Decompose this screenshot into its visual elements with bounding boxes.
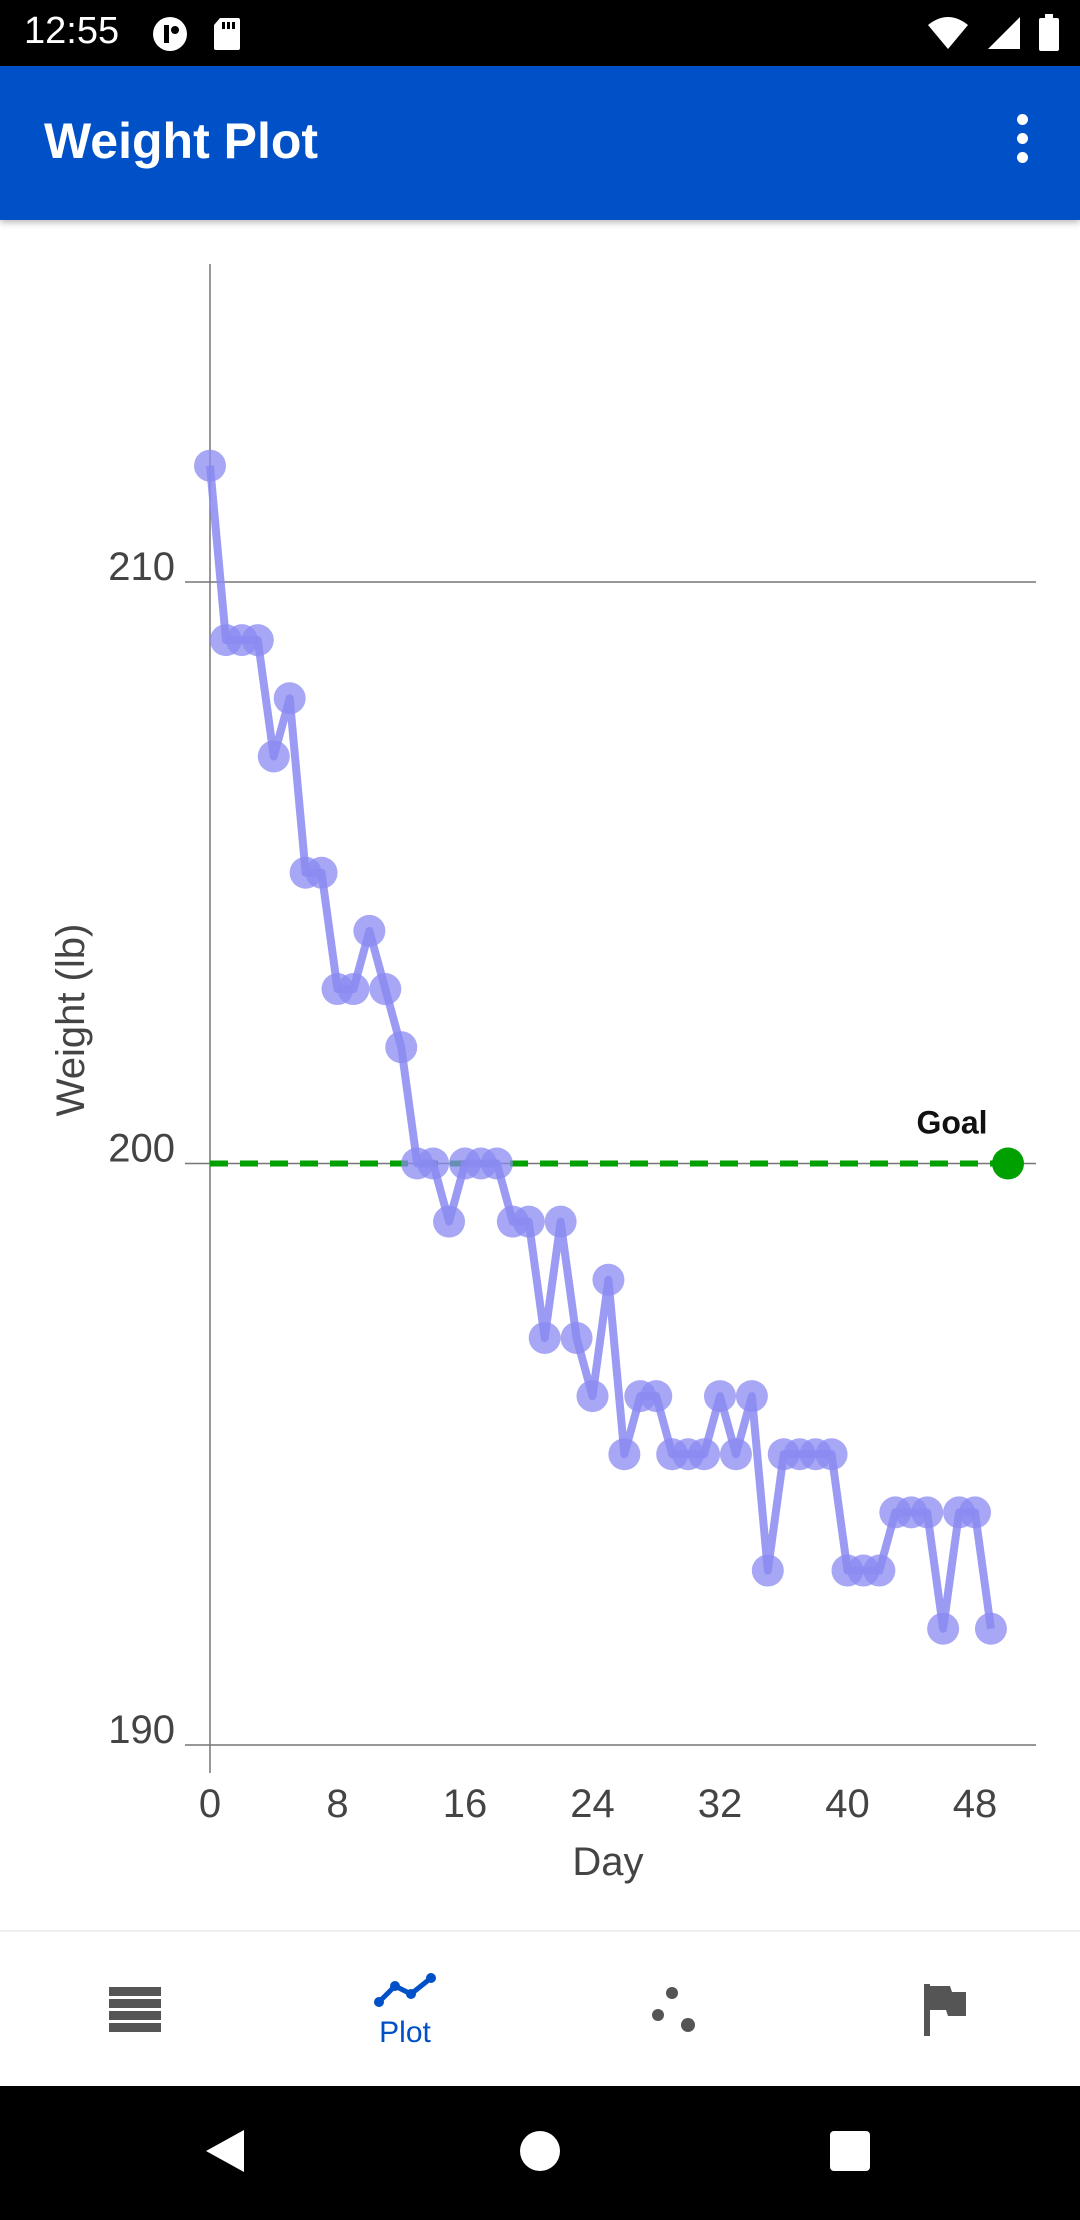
battery-icon: [1039, 14, 1059, 51]
list-icon: [109, 1987, 161, 2032]
data-point: [815, 1438, 848, 1471]
data-point: [688, 1438, 721, 1471]
overflow-menu-icon[interactable]: [1004, 114, 1040, 174]
home-button[interactable]: [505, 2116, 575, 2186]
data-point: [608, 1438, 641, 1471]
back-button[interactable]: [190, 2116, 260, 2186]
data-point: [719, 1438, 752, 1471]
cell-signal-icon: [988, 17, 1020, 49]
system-nav: [0, 2086, 1080, 2220]
data-point: [353, 914, 386, 947]
data-point: [337, 973, 370, 1006]
data-point: [560, 1321, 593, 1354]
goal-label: Goal: [916, 1105, 987, 1141]
line-chart-icon: [374, 1973, 436, 2007]
data-point: [241, 624, 274, 657]
vpn-icon: [153, 17, 187, 51]
x-tick-label: 0: [199, 1782, 221, 1826]
data-point: [735, 1380, 768, 1413]
weight-chart: 190 200 210 0 8 16 24 32 40 48 Day Weight (lb) Goal: [49, 264, 1036, 1884]
data-point: [369, 973, 402, 1006]
nav-item-plot[interactable]: Plot: [270, 1932, 540, 2088]
data-point: [959, 1496, 991, 1529]
wifi-icon: [928, 17, 968, 49]
x-tick-label: 32: [698, 1782, 743, 1826]
chart-area: 190 200 210 0 8 16 24 32 40 48 Day Weight (lb) Goal: [0, 220, 1080, 1930]
nav-label-plot: Plot: [379, 2016, 431, 2049]
data-point: [974, 1612, 1007, 1645]
x-tick-label: 48: [953, 1782, 998, 1826]
data-point: [911, 1496, 944, 1529]
data-point: [640, 1380, 673, 1413]
x-axis-title: Day: [572, 1840, 643, 1884]
app-bar: Weight Plot: [0, 66, 1080, 220]
data-point: [433, 1205, 466, 1238]
data-point: [480, 1147, 513, 1180]
y-tick-label: 200: [108, 1127, 175, 1171]
data-point: [385, 1031, 418, 1064]
series-line: [206, 465, 995, 1633]
data-point: [194, 449, 226, 482]
y-axis-title: Weight (lb): [49, 924, 93, 1117]
x-tick-label: 8: [326, 1782, 348, 1826]
status-left-icons: [150, 14, 242, 54]
status-time: 12:55: [24, 10, 120, 52]
bottom-nav: Plot: [0, 1930, 1080, 2088]
y-tick-label: 210: [108, 545, 175, 589]
data-point: [257, 740, 290, 773]
data-point: [305, 856, 338, 889]
nav-item-goal[interactable]: [810, 1932, 1080, 2088]
data-point: [544, 1205, 577, 1238]
nav-item-scatter[interactable]: [540, 1932, 810, 2088]
nav-item-list[interactable]: [0, 1932, 270, 2088]
y-tick-label: 190: [108, 1708, 175, 1752]
data-point: [751, 1554, 784, 1587]
status-bar: 12:55: [0, 0, 1080, 66]
flag-icon: [924, 1984, 966, 2036]
x-tick-label: 40: [825, 1782, 870, 1826]
data-point: [417, 1147, 450, 1180]
x-tick-label: 16: [443, 1782, 488, 1826]
sd-card-icon: [214, 18, 240, 50]
goal-marker: [992, 1147, 1024, 1180]
x-tick-label: 24: [570, 1782, 615, 1826]
data-point: [273, 682, 306, 715]
data-point: [512, 1205, 545, 1238]
recents-icon: [830, 2131, 870, 2171]
data-point: [863, 1554, 896, 1587]
app-title: Weight Plot: [44, 113, 319, 169]
data-point: [528, 1321, 561, 1354]
data-point: [927, 1612, 960, 1645]
data-point: [592, 1263, 625, 1296]
home-icon: [520, 2131, 560, 2171]
status-right-icons: [926, 12, 1060, 54]
data-point: [576, 1380, 609, 1413]
recents-button[interactable]: [815, 2116, 885, 2186]
scatter-icon: [652, 1987, 695, 2032]
back-icon: [206, 2130, 244, 2172]
data-point: [704, 1380, 736, 1413]
